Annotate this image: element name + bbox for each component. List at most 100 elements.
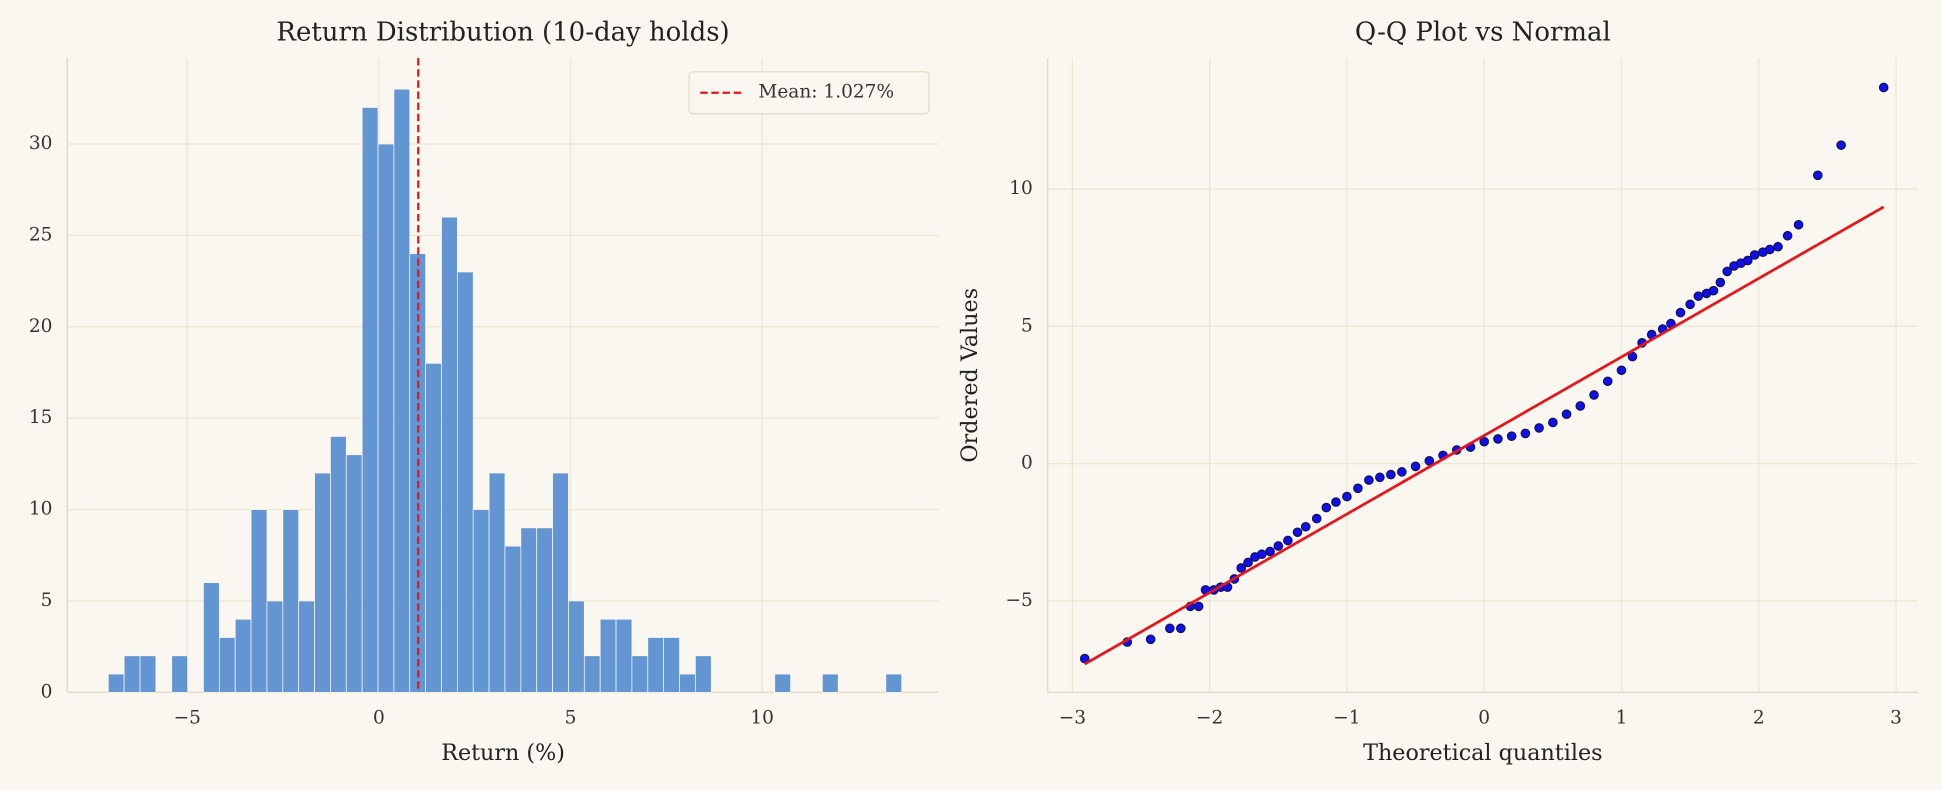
histogram-bar	[234, 618, 252, 693]
qq-point	[1265, 546, 1275, 557]
histogram-bar	[695, 655, 712, 693]
qq-point	[1175, 623, 1186, 634]
histogram-bar	[520, 527, 538, 693]
y-tick-label: 30	[29, 133, 53, 154]
qq-point	[1520, 428, 1531, 439]
histogram-bar	[456, 271, 474, 693]
histogram-bar	[361, 107, 379, 693]
histogram-bar	[139, 655, 157, 693]
qq-point	[1364, 475, 1374, 485]
qq-point	[1878, 82, 1889, 93]
histogram-bar	[345, 454, 363, 693]
y-tick-label: 5	[41, 590, 53, 611]
histogram-bar	[552, 472, 569, 693]
x-tick-label: −1	[1333, 707, 1360, 728]
histogram-bar	[282, 509, 300, 693]
histogram-bar	[314, 472, 331, 693]
histogram-bar	[218, 637, 236, 693]
histogram-bar	[568, 600, 585, 693]
x-axis-label: Return (%)	[441, 740, 565, 766]
qq-point	[1410, 461, 1421, 472]
qq-point	[1397, 467, 1407, 477]
y-tick-label: 20	[29, 316, 53, 337]
y-tick-label: 10	[1009, 178, 1033, 199]
qq-point	[1534, 423, 1544, 433]
histogram-bar	[266, 600, 284, 693]
histogram-bar	[472, 509, 490, 693]
histogram-bar	[203, 582, 220, 693]
histogram-bar	[488, 472, 506, 693]
qq-point	[1292, 527, 1303, 538]
qq-point	[1685, 299, 1695, 310]
qq-point	[1479, 436, 1490, 447]
y-axis-label: Ordered Values	[957, 288, 983, 463]
qq-point	[1561, 409, 1572, 420]
histogram-bar	[615, 618, 633, 693]
histogram-bar	[250, 509, 268, 693]
y-tick-label: 0	[41, 681, 53, 702]
y-tick-label: 0	[1021, 453, 1033, 474]
histogram-bar	[631, 655, 649, 693]
histogram-bar	[298, 600, 315, 693]
fit-line	[1084, 205, 1885, 666]
qq-point	[1708, 285, 1719, 296]
qq-point	[1375, 472, 1385, 483]
histogram-bar	[599, 618, 617, 693]
histogram-bar	[774, 673, 791, 693]
legend-box	[688, 71, 930, 115]
qq-point	[1165, 623, 1175, 634]
qq-point	[1493, 434, 1503, 444]
chart-title: Return Distribution (10-day holds)	[276, 17, 729, 47]
histogram-bar	[583, 655, 601, 693]
qq-point	[1764, 244, 1775, 255]
qq-point	[1722, 266, 1733, 277]
qq-point	[1715, 277, 1726, 288]
qq-point	[1693, 291, 1704, 301]
qq-point	[1812, 170, 1823, 181]
x-tick-label: 5	[565, 707, 577, 728]
x-axis-label: Theoretical quantiles	[1363, 740, 1602, 766]
histogram-bar	[679, 673, 696, 693]
histogram-bar	[885, 673, 903, 693]
qq-point	[1342, 491, 1352, 502]
qq-point	[1424, 456, 1435, 466]
qq-point	[1256, 549, 1267, 560]
qq-point	[1575, 401, 1586, 411]
histogram-bar	[123, 655, 141, 693]
x-tick-label: 2	[1753, 707, 1765, 728]
x-tick-label: 0	[373, 707, 385, 728]
qq-point	[1742, 255, 1753, 266]
chart-title: Q-Q Plot vs Normal	[1355, 17, 1611, 47]
x-tick-label: 1	[1616, 707, 1628, 728]
x-tick-label: 10	[750, 707, 774, 728]
y-tick-label: 5	[1021, 315, 1033, 336]
histogram-bar	[441, 216, 458, 693]
qq-point	[1300, 521, 1311, 532]
qq-point	[1782, 230, 1793, 241]
histogram-bar	[536, 527, 553, 693]
x-tick-label: 0	[1478, 707, 1490, 728]
qq-point	[1589, 390, 1599, 400]
qq-point	[1793, 219, 1804, 230]
y-tick-label: 10	[29, 499, 53, 520]
qq-point	[1627, 351, 1638, 362]
qq-point	[1273, 541, 1284, 551]
histogram-bar	[107, 673, 125, 693]
histogram-bar	[393, 88, 411, 693]
y-tick-label: 25	[29, 224, 53, 245]
qq-point	[1331, 497, 1341, 507]
x-tick-label: 3	[1890, 707, 1902, 728]
qq-point	[1836, 140, 1846, 150]
histogram-bar	[425, 362, 442, 693]
x-tick-label: −2	[1196, 707, 1223, 728]
histogram-bar	[504, 545, 522, 693]
qq-point	[1386, 469, 1396, 480]
qq-point	[1602, 376, 1613, 387]
y-tick-label: 15	[29, 407, 53, 428]
qq-point	[1616, 365, 1627, 376]
histogram-bar	[663, 637, 680, 693]
histogram-bar	[171, 655, 188, 693]
histogram-bar	[377, 143, 395, 693]
